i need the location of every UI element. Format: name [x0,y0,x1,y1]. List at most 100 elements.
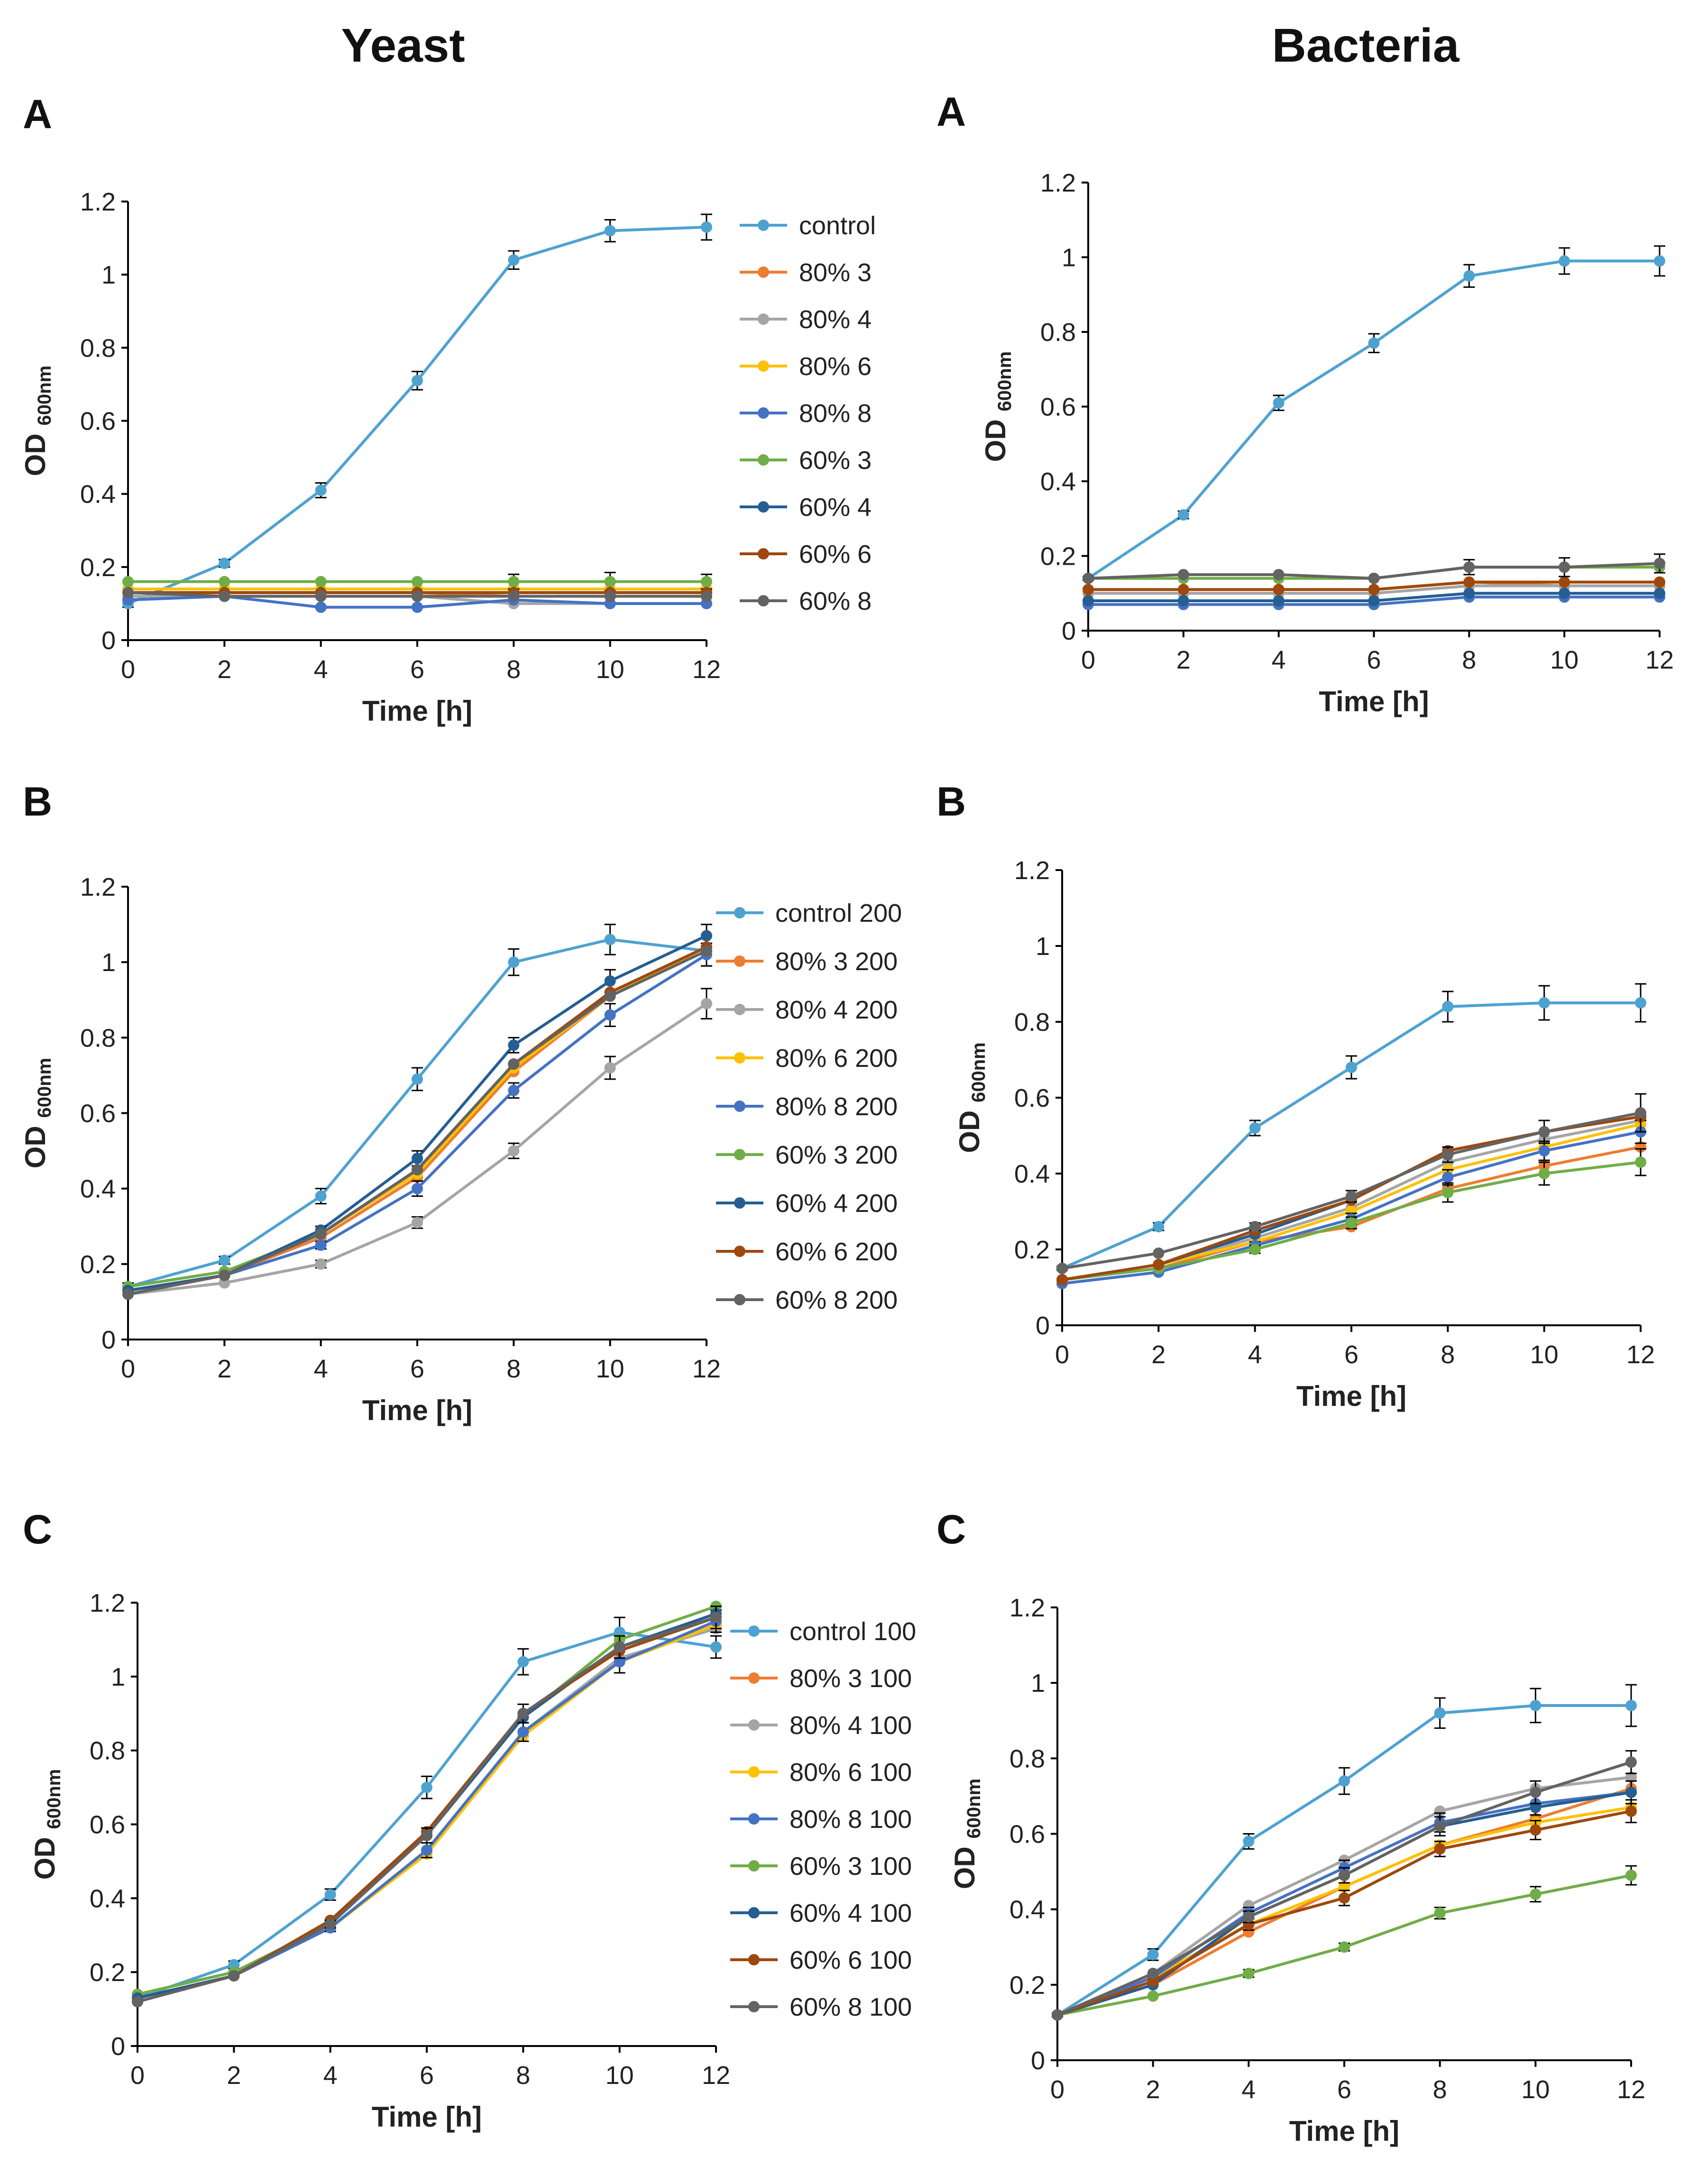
data-point [701,998,712,1009]
data-point [1056,1263,1068,1274]
bactC-x-tick-label: 12 [1617,2075,1645,2104]
data-point [1463,561,1475,573]
data-point [1368,595,1380,606]
data-point [315,576,327,587]
yeastA-y-tick-label: 0.4 [80,480,116,509]
legend-marker [734,1004,745,1015]
legend-marker [748,1907,760,1918]
data-point [1530,1888,1542,1900]
yeastC-y-axis-title: OD 600nm [29,1769,64,1880]
data-point [412,576,423,587]
bactB-y-tick-label: 1.2 [1014,856,1050,885]
series-line [137,1623,717,2000]
yeastA-x-tick-label: 6 [410,655,424,684]
series-line [128,945,707,1288]
yeastB-panel-letter: B [23,779,52,825]
data-point [1177,569,1189,580]
data-point [228,1970,240,1982]
legend-marker [748,2001,760,2012]
data-point [1538,997,1550,1009]
data-point [517,1707,529,1719]
yeastB-x-tick-label: 8 [506,1355,521,1383]
legend-entry: 60% 3 [799,446,872,475]
data-point [1249,1244,1261,1255]
bactC-panel-letter: C [936,1507,966,1552]
legend-entry: 60% 3 100 [789,1852,912,1881]
series-line [137,1616,716,2003]
yeastB-series-3 [122,941,712,1296]
data-point [701,590,712,602]
bactC-y-tick-label: 0.4 [1010,1896,1045,1924]
yeastB-series-2 [122,988,712,1300]
data-point [412,1153,423,1164]
data-point [412,1217,423,1229]
yeastB-series-1 [122,941,712,1296]
data-point [508,956,520,968]
legend-entry: 80% 6 [799,352,872,381]
bactA-x-tick-label: 8 [1462,646,1476,674]
data-point [1530,1824,1542,1836]
yeastB-y-tick-label: 1 [101,948,116,977]
legend-entry: 60% 8 200 [775,1286,898,1314]
data-point [1442,1172,1454,1183]
bactC-x-axis-title: Time [h] [1289,2115,1399,2147]
data-point [1346,1191,1357,1202]
data-point [701,945,712,957]
yeastC-legend: control 100 80% 3 100 80% 4 100 80% 6 100 80… [730,1617,916,2021]
bactC-y-tick-label: 1.2 [1010,1594,1045,1622]
bactB-series-8 [1056,1093,1646,1274]
yeastB-series-7 [122,941,712,1300]
data-point [315,1190,327,1202]
bactB-y-axis-title: OD 600nm [954,1042,989,1153]
data-point [508,254,520,266]
bactB-x-axis-title: Time [h] [1296,1380,1406,1412]
data-point [412,1183,423,1194]
yeastC-x-tick-label: 10 [606,2061,634,2090]
data-point [701,221,712,233]
legend-entry: control 200 [775,899,902,927]
yeastC-series-3 [132,1619,722,2004]
legend-marker [758,266,769,278]
data-point [1177,509,1189,521]
data-point [1442,1149,1454,1160]
bactA-chart: A 0 0.2 0.4 0.6 0.8 1 1.2 0 2 4 6 8 10 12 Time [h] OD 60… [936,89,1674,717]
data-point [1273,569,1285,580]
legend-marker [748,1954,760,1965]
bactA-y-tick-label: 0.2 [1040,542,1076,571]
legend-marker [758,360,769,372]
yeastC-y-tick-label: 0 [111,2032,125,2061]
data-point [1635,1141,1646,1153]
y-axis-subscript: 600nm [44,1769,64,1829]
data-point [1153,1221,1165,1232]
legend-entry: 80% 6 200 [775,1044,898,1073]
legend-entry: 80% 8 200 [775,1092,898,1121]
series-line [137,1620,717,2000]
series-line [137,1627,716,2000]
yeastC-chart: C 0 0.2 0.4 0.6 0.8 1 1.2 0 2 4 6 8 10 12 Time [h] OD 60… [23,1507,916,2133]
legend-entry: 60% 6 [799,540,872,569]
data-point [614,1656,625,1668]
yeastB-series-6 [122,924,712,1296]
data-point [604,1009,616,1021]
data-point [614,1641,625,1653]
data-point [1273,397,1285,409]
yeastC-y-tick-label: 0.8 [90,1737,125,1765]
yeastA-x-tick-label: 0 [121,655,135,684]
data-point [324,1918,336,1930]
bactA-y-tick-label: 0.6 [1040,393,1076,422]
legend-entry: 80% 4 200 [775,996,898,1024]
series-line [128,945,707,1296]
data-point [324,1889,336,1900]
data-point [1243,1967,1255,1979]
legend-entry: 80% 4 [799,305,872,334]
data-point [219,558,230,569]
legend-marker [734,955,745,967]
series-line [128,945,707,1292]
data-point [701,930,712,942]
data-point [219,576,230,587]
data-point [421,1829,432,1841]
data-point [122,587,134,598]
bactC-y-tick-label: 0.2 [1010,1971,1045,2000]
data-point [1339,1892,1350,1904]
yeastB-y-tick-label: 0 [101,1326,116,1354]
